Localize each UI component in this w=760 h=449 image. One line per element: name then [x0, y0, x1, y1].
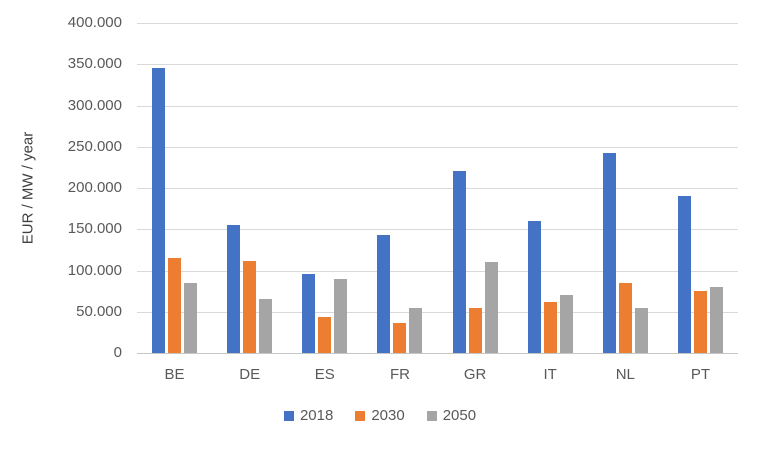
bar-2050-NL	[635, 308, 648, 353]
bar-2018-NL	[603, 153, 616, 353]
y-tick-label: 100.000	[67, 262, 122, 279]
y-tick-label: 0	[113, 344, 122, 361]
bar-2018-IT	[528, 221, 541, 353]
legend-swatch-2030	[355, 411, 366, 421]
bar-2030-BE	[168, 258, 181, 353]
legend-item-2050: 2050	[426, 407, 477, 425]
bar-2018-BE	[152, 68, 165, 353]
legend: 2018 2030 2050	[0, 407, 760, 425]
x-category-label-PT: PT	[690, 366, 711, 383]
y-tick-label: 350.000	[67, 55, 122, 72]
bar-2030-ES	[318, 317, 331, 353]
bar-2030-NL	[619, 283, 632, 353]
bar-2018-GR	[453, 171, 466, 353]
gridline	[137, 106, 738, 107]
legend-item-2030: 2030	[355, 407, 405, 425]
y-tick-label: 150.000	[67, 220, 122, 237]
gridline	[137, 229, 738, 230]
legend-item-2018: 2018	[283, 407, 334, 425]
bar-2030-FR	[393, 323, 406, 353]
x-category-label-DE: DE	[239, 366, 261, 383]
x-category-label-GR: GR	[463, 366, 487, 383]
bar-2030-PT	[694, 291, 707, 353]
gridline	[137, 312, 738, 313]
bar-2018-ES	[302, 274, 315, 353]
bar-2050-BE	[184, 283, 197, 353]
bar-2050-GR	[485, 262, 498, 353]
x-axis-line	[137, 353, 738, 354]
y-axis-tick-labels: 0 50.000 100.000 150.000 200.000 250.000 300.0…	[0, 0, 124, 449]
x-category-label-IT: IT	[543, 366, 557, 383]
bar-2018-FR	[377, 235, 390, 353]
bar-2050-PT	[710, 287, 723, 353]
x-category-label-FR: FR	[389, 366, 410, 383]
gridline	[137, 23, 738, 24]
legend-label: 2050	[442, 407, 477, 424]
y-tick-label: 300.000	[67, 97, 122, 114]
y-tick-label: 400.000	[67, 14, 122, 31]
x-category-label-NL: NL	[615, 366, 635, 383]
x-category-label-ES: ES	[314, 366, 335, 383]
bar-2050-IT	[560, 295, 573, 353]
y-tick-label: 250.000	[67, 138, 122, 155]
bar-2018-DE	[227, 225, 240, 353]
bar-2030-DE	[243, 261, 256, 353]
bar-2050-ES	[334, 279, 347, 353]
legend-swatch-2050	[426, 411, 437, 421]
y-tick-label: 50.000	[76, 303, 122, 320]
legend-swatch-2018	[283, 411, 294, 421]
x-category-label-BE: BE	[164, 366, 185, 383]
plot-area	[137, 23, 738, 354]
legend-label: 2030	[371, 407, 405, 424]
x-axis-labels: BE DE ES FR GR IT NL PT	[137, 366, 738, 386]
bar-2050-DE	[259, 299, 272, 353]
gridline	[137, 271, 738, 272]
bar-2030-IT	[544, 302, 557, 353]
bar-2030-GR	[469, 308, 482, 353]
bar-2018-PT	[678, 196, 691, 353]
gridline	[137, 188, 738, 189]
gridline	[137, 147, 738, 148]
bar-2050-FR	[409, 308, 422, 353]
gridline	[137, 64, 738, 65]
y-tick-label: 200.000	[67, 179, 122, 196]
legend-label: 2018	[299, 407, 334, 424]
